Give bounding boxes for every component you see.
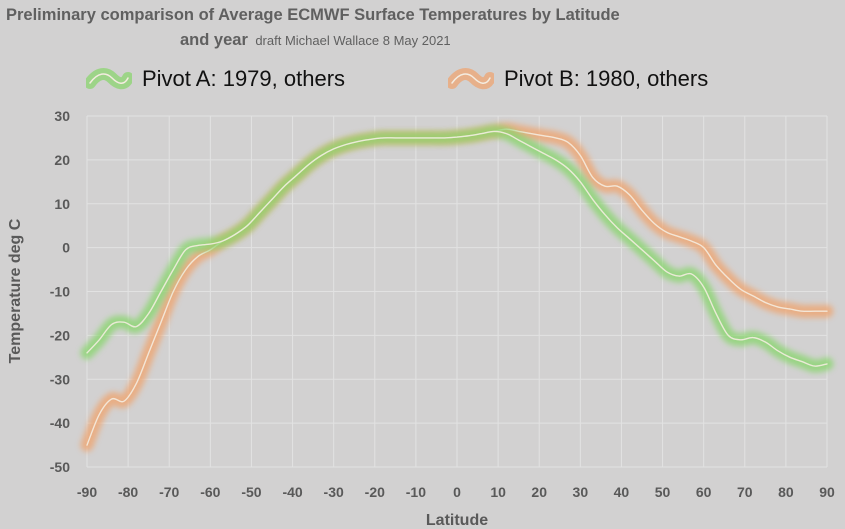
x-tick-label: -10 bbox=[406, 484, 426, 500]
legend-item-pivot-a[interactable]: Pivot A: 1979, others bbox=[86, 66, 345, 92]
y-tick-label: 10 bbox=[54, 196, 70, 212]
chart-title-continuation: and year bbox=[180, 31, 248, 49]
x-tick-label: -40 bbox=[282, 484, 302, 500]
chart-title: Preliminary comparison of Average ECMWF … bbox=[6, 6, 620, 24]
y-tick-label: -50 bbox=[50, 459, 70, 475]
x-tick-label: -30 bbox=[324, 484, 344, 500]
chart-subtitle: draft Michael Wallace 8 May 2021 bbox=[255, 33, 451, 48]
legend-item-pivot-b[interactable]: Pivot B: 1980, others bbox=[448, 66, 708, 92]
x-tick-label: -90 bbox=[77, 484, 97, 500]
x-tick-label: 0 bbox=[453, 484, 461, 500]
legend-swatch-pivot-a bbox=[86, 68, 132, 90]
x-tick-label: 50 bbox=[655, 484, 671, 500]
x-tick-label: 30 bbox=[573, 484, 589, 500]
x-axis-label: Latitude bbox=[426, 512, 488, 529]
gridlines bbox=[86, 115, 828, 468]
x-tick-label: -80 bbox=[118, 484, 138, 500]
x-tick-label: 10 bbox=[490, 484, 506, 500]
x-tick-label: 60 bbox=[696, 484, 712, 500]
x-tick-label: -70 bbox=[159, 484, 179, 500]
y-tick-label: 20 bbox=[54, 152, 70, 168]
legend-label-pivot-a: Pivot A: 1979, others bbox=[142, 66, 346, 91]
y-tick-labels: 30 20 10 0 -10 -20 -30 -40 -50 bbox=[50, 108, 70, 475]
x-tick-label: 20 bbox=[531, 484, 547, 500]
y-tick-label: -10 bbox=[50, 284, 70, 300]
series-layer bbox=[80, 122, 834, 452]
legend-label-pivot-b: Pivot B: 1980, others bbox=[504, 66, 709, 91]
x-tick-label: 40 bbox=[614, 484, 630, 500]
chart-title-line2: and year draft Michael Wallace 8 May 202… bbox=[180, 31, 451, 50]
x-tick-label: -20 bbox=[365, 484, 385, 500]
y-tick-label: 0 bbox=[62, 240, 70, 256]
x-tick-label: 80 bbox=[778, 484, 794, 500]
x-tick-label: -60 bbox=[200, 484, 220, 500]
x-tick-label: -50 bbox=[241, 484, 261, 500]
y-tick-label: -20 bbox=[50, 327, 70, 343]
y-tick-label: -40 bbox=[50, 415, 70, 431]
y-tick-label: 30 bbox=[54, 108, 70, 124]
legend-swatch-pivot-b bbox=[448, 68, 494, 90]
x-tick-label: 70 bbox=[737, 484, 753, 500]
x-tick-labels: -90 -80 -70 -60 -50 -40 -30 -20 -10 0 10 20 30 40 50 60… bbox=[77, 484, 835, 500]
series-line-pivot-a bbox=[86, 130, 828, 367]
x-tick-label: 90 bbox=[819, 484, 835, 500]
y-axis-label: Temperature deg C bbox=[7, 218, 24, 363]
y-tick-label: -30 bbox=[50, 371, 70, 387]
